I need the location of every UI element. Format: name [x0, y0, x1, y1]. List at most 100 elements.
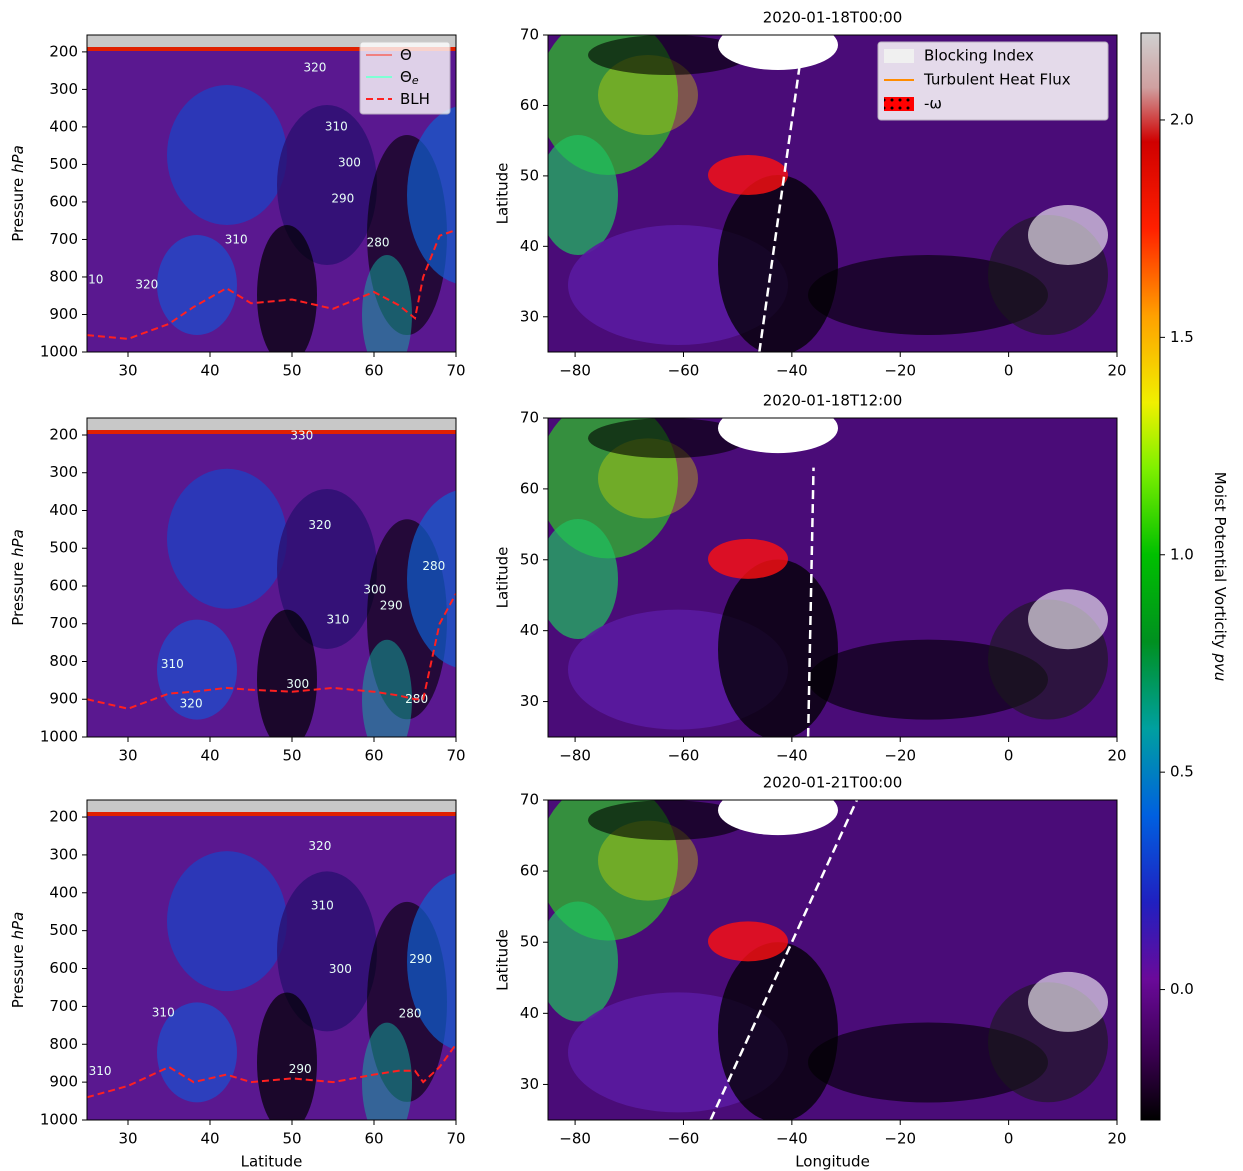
contour-label: 310: [325, 119, 348, 133]
field-shading: [277, 488, 377, 649]
y-tick-label: 50: [520, 550, 539, 568]
y-tick-label: 70: [520, 791, 539, 809]
blh-line: [87, 1043, 456, 1099]
section-line: [806, 467, 815, 737]
y-axis-label-unit: hPa: [9, 912, 27, 940]
x-tick-label: −40: [776, 747, 808, 765]
y-axis-label: Pressure hPa: [9, 145, 27, 242]
x-tick-label: −40: [776, 362, 808, 380]
x-tick-label: −60: [668, 1130, 700, 1148]
y-axis-label-unit: hPa: [9, 145, 27, 173]
field-shading: [808, 639, 1048, 720]
legend-label: Θ: [400, 46, 412, 64]
x-tick-label: −60: [668, 747, 700, 765]
y-tick-label: 50: [520, 166, 539, 184]
x-tick-label: −20: [884, 1130, 916, 1148]
y-tick-label: 40: [520, 1004, 539, 1022]
x-tick-label: 70: [446, 362, 465, 380]
tropopause-band: [87, 430, 456, 434]
field-shading: [407, 106, 456, 284]
contour-label: 320: [304, 61, 327, 75]
colorbar-tick-label: 0.0: [1170, 980, 1194, 998]
y-tick-label: 800: [49, 652, 78, 670]
y-tick-label: 700: [49, 997, 78, 1015]
y-tick-label: 30: [520, 307, 539, 325]
y-axis-label: Pressure hPa: [9, 912, 27, 1009]
x-tick-label: 0: [1004, 1130, 1014, 1148]
x-tick-label: 0: [1004, 362, 1014, 380]
y-tick-label: 600: [49, 192, 78, 210]
contour-label: 300: [363, 582, 386, 596]
field-shading: [548, 519, 618, 639]
colorbar-tick-label: 2.0: [1170, 110, 1194, 128]
y-axis-label: Pressure hPa: [9, 529, 27, 626]
contour-label: 280: [399, 1006, 422, 1020]
x-tick-label: 60: [364, 1130, 383, 1148]
contour-label: 320: [180, 696, 203, 710]
contour-label: 280: [367, 236, 390, 250]
x-tick-label: 20: [1107, 1130, 1126, 1148]
colorbar-tick-label: 1.5: [1170, 328, 1194, 346]
field-shading: [257, 992, 317, 1120]
x-tick-label: 40: [200, 747, 219, 765]
x-tick-label: −20: [884, 362, 916, 380]
x-tick-label: 20: [1107, 747, 1126, 765]
contour-label: 300: [338, 155, 361, 169]
contour-label: 290: [289, 1062, 312, 1076]
plot-area: 320 310 300 290 280 310 320 310: [87, 35, 456, 352]
y-tick-label: 60: [520, 96, 539, 114]
y-tick-label: 60: [520, 479, 539, 497]
colorbar: [1140, 32, 1161, 1121]
field-shading: [167, 468, 287, 609]
y-axis-label-text: Pressure: [9, 944, 27, 1008]
y-tick-label: 70: [520, 26, 539, 44]
x-tick-label: 50: [282, 1130, 301, 1148]
section-line: [709, 800, 859, 1120]
axes-frame: [547, 799, 1118, 1121]
y-axis-label: Latitude: [494, 163, 512, 225]
field-shading: [708, 155, 788, 195]
field-shading: [362, 255, 412, 352]
field-shading: [808, 1022, 1048, 1103]
legend-box: [359, 41, 451, 115]
y-tick-label: 200: [49, 808, 78, 826]
legend-swatch: [884, 49, 914, 63]
y-tick-label: 1000: [40, 728, 78, 746]
x-axis-label: Longitude: [795, 1153, 870, 1171]
y-tick-label: 500: [49, 921, 78, 939]
field-shading: [718, 418, 838, 454]
blh-line: [87, 593, 456, 710]
y-tick-label: 400: [49, 117, 78, 135]
field-shading: [1028, 205, 1108, 265]
y-tick-label: 500: [49, 539, 78, 557]
y-tick-label: 900: [49, 690, 78, 708]
y-tick-label: 900: [49, 1073, 78, 1091]
y-tick-label: 600: [49, 576, 78, 594]
y-axis-label: Latitude: [494, 929, 512, 991]
x-tick-label: −80: [559, 1130, 591, 1148]
y-tick-label: 30: [520, 692, 539, 710]
field-shading: [588, 800, 748, 841]
field-shading: [167, 85, 287, 225]
y-tick-label: 70: [520, 409, 539, 427]
contour-label: 320: [135, 278, 158, 292]
colorbar-tick-label: 1.0: [1170, 545, 1194, 563]
panel-title: 2020-01-21T00:00: [763, 774, 903, 792]
x-tick-label: 60: [364, 747, 383, 765]
y-tick-label: 40: [520, 621, 539, 639]
x-tick-label: 30: [118, 362, 137, 380]
x-tick-label: 40: [200, 362, 219, 380]
y-tick-label: 1000: [40, 343, 78, 361]
x-tick-label: 20: [1107, 362, 1126, 380]
y-axis-label-unit: hPa: [9, 529, 27, 557]
y-tick-label: 700: [49, 230, 78, 248]
x-tick-label: 70: [446, 1130, 465, 1148]
field-shading: [718, 942, 838, 1120]
field-shading: [718, 800, 838, 836]
y-tick-label: 400: [49, 501, 78, 519]
y-tick-label: 300: [49, 463, 78, 481]
field-shading: [407, 490, 456, 668]
field-shading: [718, 175, 838, 352]
x-tick-label: 70: [446, 747, 465, 765]
